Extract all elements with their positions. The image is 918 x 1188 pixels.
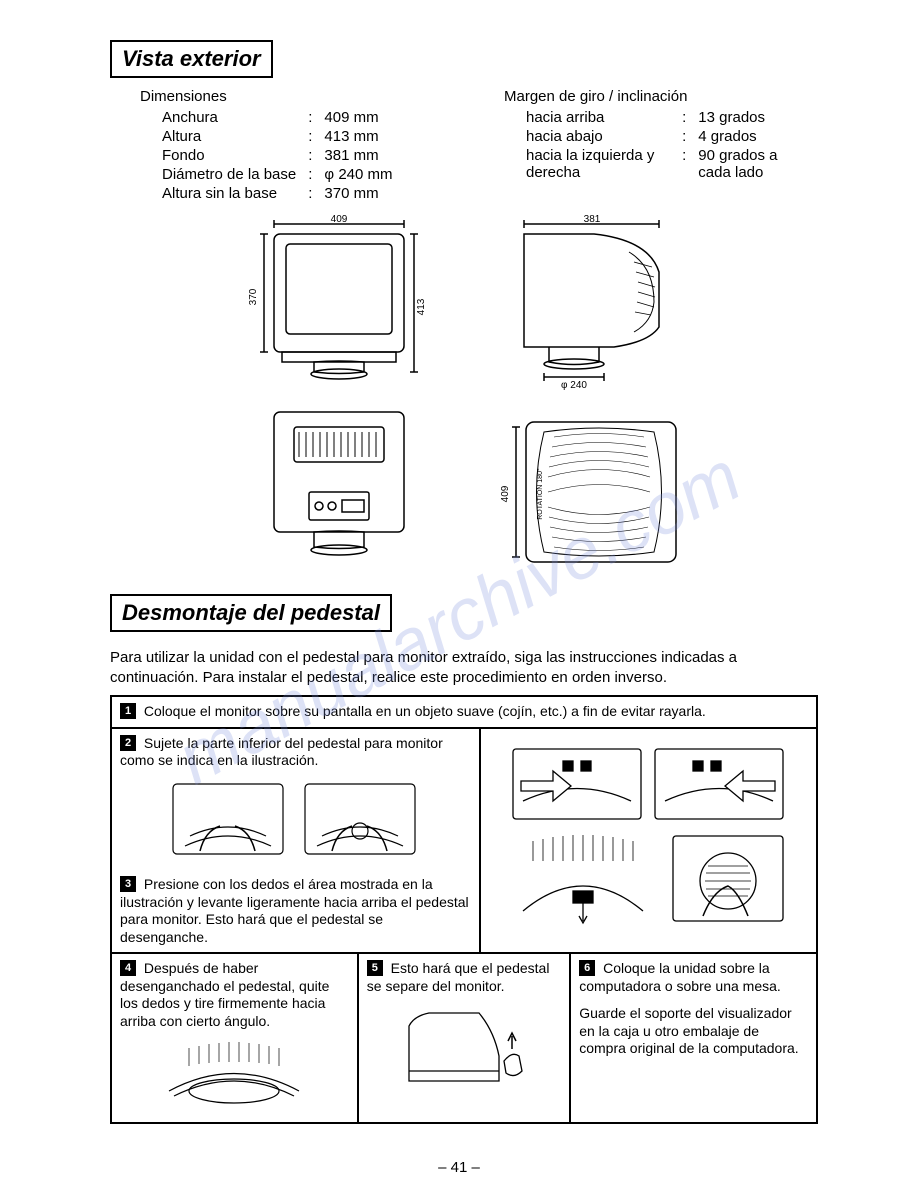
step4-text: Después de haber desenganchado el pedest… bbox=[120, 960, 329, 1029]
step-num-1: 1 bbox=[120, 703, 136, 719]
svg-text:409: 409 bbox=[331, 214, 348, 225]
step-num-5: 5 bbox=[367, 960, 383, 976]
section2-intro: Para utilizar la unidad con el pedestal … bbox=[110, 648, 818, 687]
step4-illus-icon bbox=[154, 1036, 314, 1111]
step-num-3: 3 bbox=[120, 876, 136, 892]
step5-illus-icon bbox=[394, 1001, 534, 1096]
svg-text:ROTATION 180°: ROTATION 180° bbox=[536, 468, 544, 520]
tilt-table: hacia arriba:13 grados hacia abajo:4 gra… bbox=[520, 107, 818, 183]
step6a-text: Coloque la unidad sobre la computadora o… bbox=[579, 960, 781, 994]
step2-text: Sujete la parte inferior del pedestal pa… bbox=[120, 735, 443, 769]
step3-text: Presione con los dedos el área mostrada … bbox=[120, 876, 469, 945]
step-num-2: 2 bbox=[120, 735, 136, 751]
svg-text:370: 370 bbox=[248, 288, 259, 305]
tilt-heading: Margen de giro / inclinación bbox=[504, 88, 818, 105]
step5-text: Esto hará que el pedestal se separe del … bbox=[367, 960, 550, 994]
step1-text: Coloque el monitor sobre su pantalla en … bbox=[144, 703, 706, 719]
svg-text:413: 413 bbox=[416, 298, 427, 315]
steps-box: 1 Coloque el monitor sobre su pantalla e… bbox=[110, 695, 818, 1124]
svg-text:381: 381 bbox=[584, 214, 601, 225]
step2r-illus-icon bbox=[503, 741, 793, 931]
svg-text:φ 240: φ 240 bbox=[561, 380, 587, 391]
specifications: Dimensiones Anchura:409 mm Altura:413 mm… bbox=[140, 88, 818, 204]
dims-table: Anchura:409 mm Altura:413 mm Fondo:381 m… bbox=[156, 107, 399, 204]
diagram-grid: 409 370 413 bbox=[110, 212, 818, 582]
section2-title: Desmontaje del pedestal bbox=[110, 594, 392, 632]
section1-title: Vista exterior bbox=[110, 40, 273, 78]
page-number: – 41 – bbox=[0, 1159, 918, 1176]
step6b-text: Guarde el soporte del visualizador en la… bbox=[579, 1005, 808, 1058]
step-num-4: 4 bbox=[120, 960, 136, 976]
step2-illus-icon bbox=[165, 776, 425, 866]
top-view-icon: 409 ROTATION 180° bbox=[494, 402, 694, 582]
rear-view-icon bbox=[234, 402, 434, 582]
dims-heading: Dimensiones bbox=[140, 88, 454, 105]
svg-text:409: 409 bbox=[500, 485, 511, 502]
side-view-icon: 381 φ 240 bbox=[494, 212, 694, 392]
step-num-6: 6 bbox=[579, 960, 595, 976]
front-view-icon: 409 370 413 bbox=[234, 212, 434, 392]
